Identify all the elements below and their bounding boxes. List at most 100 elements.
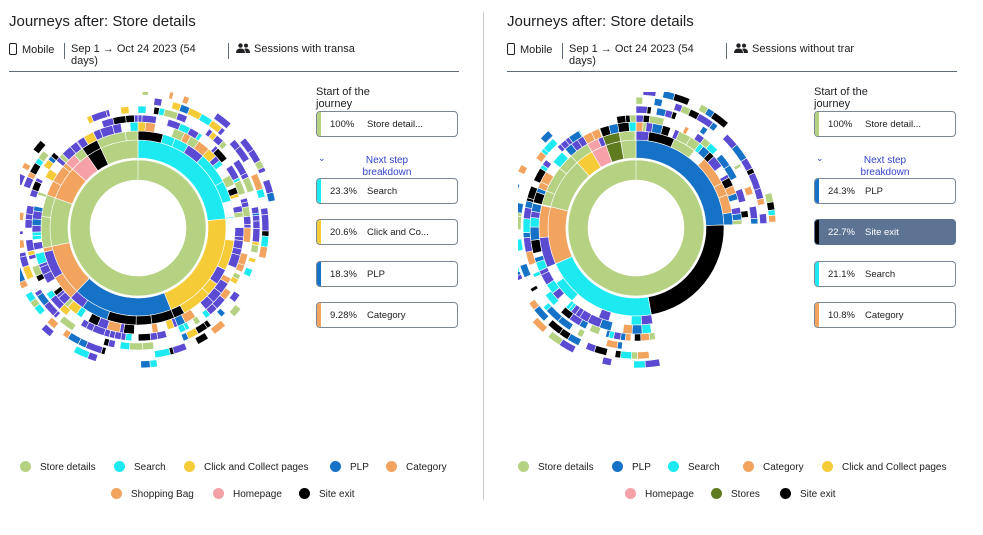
step-segment[interactable]: [137, 114, 143, 123]
step-segment[interactable]: [34, 251, 48, 266]
step-segment[interactable]: [526, 185, 538, 200]
step-segment[interactable]: [34, 177, 44, 185]
step-segment[interactable]: [137, 332, 152, 342]
step-segment[interactable]: [144, 121, 156, 133]
step-segment[interactable]: [251, 228, 261, 243]
step-segment[interactable]: [618, 130, 636, 142]
step-segment[interactable]: [213, 112, 232, 130]
step-segment[interactable]: [753, 187, 764, 201]
step-segment[interactable]: [212, 147, 228, 164]
step-segment[interactable]: [601, 356, 613, 367]
step-segment[interactable]: [37, 150, 50, 163]
legend-item[interactable]: Homepage: [625, 488, 694, 501]
step-segment[interactable]: [518, 238, 524, 252]
step-segment[interactable]: [547, 319, 564, 335]
step-segment[interactable]: [228, 290, 241, 303]
step-segment[interactable]: [743, 185, 754, 197]
step-segment[interactable]: [653, 98, 664, 107]
step-segment[interactable]: [633, 360, 646, 369]
step-segment[interactable]: [234, 227, 245, 238]
step-segment[interactable]: [631, 351, 638, 360]
step-segment[interactable]: [120, 106, 130, 115]
step-segment[interactable]: [547, 330, 564, 346]
step-segment[interactable]: [20, 255, 30, 268]
step-segment[interactable]: [233, 211, 244, 219]
step-segment[interactable]: [705, 142, 719, 156]
step-segment[interactable]: [634, 130, 637, 141]
step-segment[interactable]: [625, 114, 631, 123]
legend-item[interactable]: Search: [114, 461, 166, 474]
step-segment[interactable]: [153, 347, 171, 359]
step-segment[interactable]: [20, 212, 25, 221]
step-segment[interactable]: [605, 329, 611, 338]
sunburst-chart[interactable]: [518, 92, 798, 378]
step-segment[interactable]: [218, 140, 228, 150]
breakdown-card[interactable]: 21.1% Search: [814, 261, 956, 287]
step-segment[interactable]: [27, 249, 36, 257]
step-segment[interactable]: [733, 163, 742, 171]
step-segment[interactable]: [137, 121, 146, 132]
start-card[interactable]: 100% Store detail...: [316, 111, 458, 137]
step-segment[interactable]: [31, 264, 43, 277]
step-segment[interactable]: [518, 164, 528, 175]
step-segment[interactable]: [681, 126, 690, 135]
step-segment[interactable]: [630, 315, 642, 326]
step-segment[interactable]: [552, 151, 569, 168]
step-segment[interactable]: [708, 121, 719, 132]
legend-item[interactable]: Shopping Bag: [111, 488, 194, 501]
step-segment[interactable]: [124, 130, 139, 142]
step-segment[interactable]: [262, 178, 274, 195]
step-segment[interactable]: [137, 105, 147, 114]
breakdown-card[interactable]: 10.8% Category: [814, 302, 956, 328]
step-segment[interactable]: [542, 302, 552, 312]
step-segment[interactable]: [622, 323, 633, 335]
step-segment[interactable]: [258, 245, 268, 259]
step-segment[interactable]: [123, 323, 135, 335]
step-segment[interactable]: [32, 139, 47, 155]
step-segment[interactable]: [767, 209, 776, 216]
step-segment[interactable]: [191, 315, 201, 326]
step-segment[interactable]: [24, 219, 33, 229]
step-segment[interactable]: [640, 332, 651, 342]
root-ring-segment[interactable]: [567, 159, 705, 297]
step-segment[interactable]: [628, 121, 637, 132]
step-segment[interactable]: [129, 121, 139, 132]
step-segment[interactable]: [125, 333, 133, 342]
step-segment[interactable]: [181, 95, 190, 105]
step-segment[interactable]: [522, 232, 531, 239]
step-segment[interactable]: [532, 270, 542, 278]
step-segment[interactable]: [261, 230, 270, 237]
step-segment[interactable]: [168, 92, 175, 100]
breakdown-card[interactable]: 20.6% Click and Co...: [316, 219, 458, 245]
step-segment[interactable]: [635, 105, 648, 114]
step-segment[interactable]: [540, 130, 554, 144]
step-segment[interactable]: [670, 111, 678, 121]
step-segment[interactable]: [229, 275, 239, 285]
step-segment[interactable]: [233, 179, 246, 196]
step-segment[interactable]: [228, 304, 242, 318]
sunburst-chart[interactable]: [20, 92, 300, 378]
step-segment[interactable]: [518, 202, 524, 214]
step-segment[interactable]: [585, 342, 597, 353]
step-segment[interactable]: [750, 217, 759, 225]
step-segment[interactable]: [46, 316, 60, 330]
step-segment[interactable]: [576, 328, 586, 338]
legend-item[interactable]: Category: [743, 461, 804, 474]
legend-item[interactable]: Homepage: [213, 488, 282, 501]
step-segment[interactable]: [142, 341, 155, 351]
start-card[interactable]: 100% Store detail...: [814, 111, 956, 137]
step-segment[interactable]: [642, 114, 651, 124]
step-segment[interactable]: [252, 214, 261, 222]
step-segment[interactable]: [125, 114, 135, 123]
step-segment[interactable]: [40, 216, 53, 249]
step-segment[interactable]: [635, 121, 644, 132]
step-segment[interactable]: [648, 332, 656, 341]
step-segment[interactable]: [710, 111, 729, 129]
step-segment[interactable]: [758, 213, 768, 224]
step-segment[interactable]: [247, 256, 257, 264]
step-segment[interactable]: [243, 215, 252, 226]
step-segment[interactable]: [243, 224, 252, 229]
step-segment[interactable]: [37, 191, 48, 198]
step-segment[interactable]: [217, 127, 226, 136]
step-segment[interactable]: [732, 219, 743, 225]
